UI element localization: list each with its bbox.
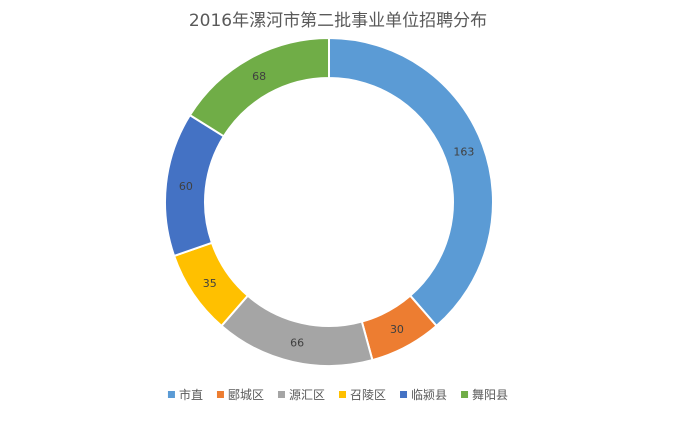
legend-item: 市直 (167, 387, 203, 402)
slice-value-label: 35 (203, 277, 217, 290)
slice-value-label: 30 (390, 323, 404, 336)
slice-1 (328, 36, 494, 328)
slice-value-label: 60 (179, 180, 193, 193)
legend-label: 市直 (179, 387, 203, 402)
legend-label: 舞阳县 (472, 388, 508, 402)
legend-swatch (461, 391, 469, 398)
slice-5 (164, 113, 226, 258)
slice-value-label: 66 (290, 336, 304, 349)
slice-3 (220, 294, 374, 367)
legend-swatch (277, 391, 285, 398)
legend-swatch (339, 391, 346, 398)
legend-item: 舞阳县 (461, 388, 508, 402)
legend-item: 临颍县 (400, 388, 447, 402)
legend-label: 临颍县 (411, 388, 447, 402)
chart-legend: 市直 郾城区 源汇区 召陵区 临颍县 舞阳县 (167, 387, 508, 402)
chart-title: 2016年漯河市第二批事业单位招聘分布 (189, 11, 487, 31)
legend-swatch (216, 391, 224, 398)
doughnut-slices (164, 36, 494, 367)
slice-value-label: 163 (453, 146, 474, 159)
legend-swatch (167, 391, 175, 398)
legend-label: 召陵区 (350, 388, 386, 402)
slice-labels: 163 30 66 35 60 68 (179, 70, 475, 349)
legend-label: 源汇区 (289, 388, 325, 402)
legend-label: 郾城区 (228, 388, 264, 402)
slice-6 (188, 36, 330, 138)
legend-item: 源汇区 (277, 388, 325, 402)
legend-swatch (400, 391, 408, 398)
legend-item: 召陵区 (339, 388, 386, 402)
legend-item: 郾城区 (216, 388, 264, 402)
slice-value-label: 68 (252, 70, 266, 83)
